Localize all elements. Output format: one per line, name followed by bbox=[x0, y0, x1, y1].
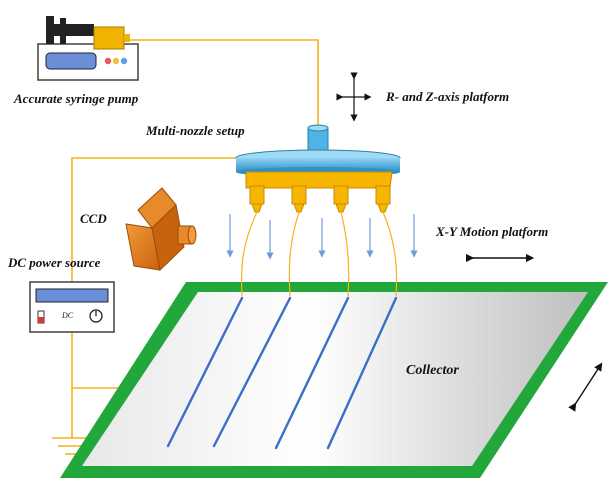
electric-field-arrows bbox=[226, 214, 418, 260]
dc-power-label: DC power source bbox=[8, 255, 101, 270]
collector-label: Collector bbox=[406, 363, 459, 378]
dc-badge-label: DC bbox=[62, 311, 74, 320]
multi-nozzle-label: Multi-nozzle setup bbox=[146, 123, 245, 138]
fiber-line bbox=[212, 296, 292, 448]
jet bbox=[382, 211, 398, 297]
fibers bbox=[166, 296, 398, 450]
pump-to-nozzle-wire bbox=[122, 39, 319, 128]
fiber-line bbox=[166, 296, 244, 448]
ccd-camera-icon bbox=[125, 187, 197, 271]
jet bbox=[288, 211, 300, 297]
rz-axis-arrows-icon bbox=[336, 72, 372, 122]
collector-plate bbox=[60, 282, 608, 478]
fiber-line bbox=[274, 296, 350, 450]
dc-power-icon bbox=[29, 281, 115, 333]
rz-platform-label: R- and Z-axis platform bbox=[386, 89, 510, 104]
jets bbox=[240, 211, 398, 297]
xy-platform-label: X-Y Motion platform bbox=[436, 224, 549, 239]
ccd-label: CCD bbox=[80, 211, 107, 226]
syringe-pump-label: Accurate syringe pump bbox=[14, 91, 139, 106]
dc-to-nozzle-wire bbox=[71, 157, 238, 284]
diagonal-double-arrow-icon bbox=[568, 362, 603, 412]
jet bbox=[340, 211, 350, 297]
syringe-pump-icon bbox=[37, 16, 139, 81]
multi-nozzle-setup bbox=[235, 124, 401, 213]
jet bbox=[240, 211, 258, 297]
fiber-line bbox=[326, 296, 398, 450]
